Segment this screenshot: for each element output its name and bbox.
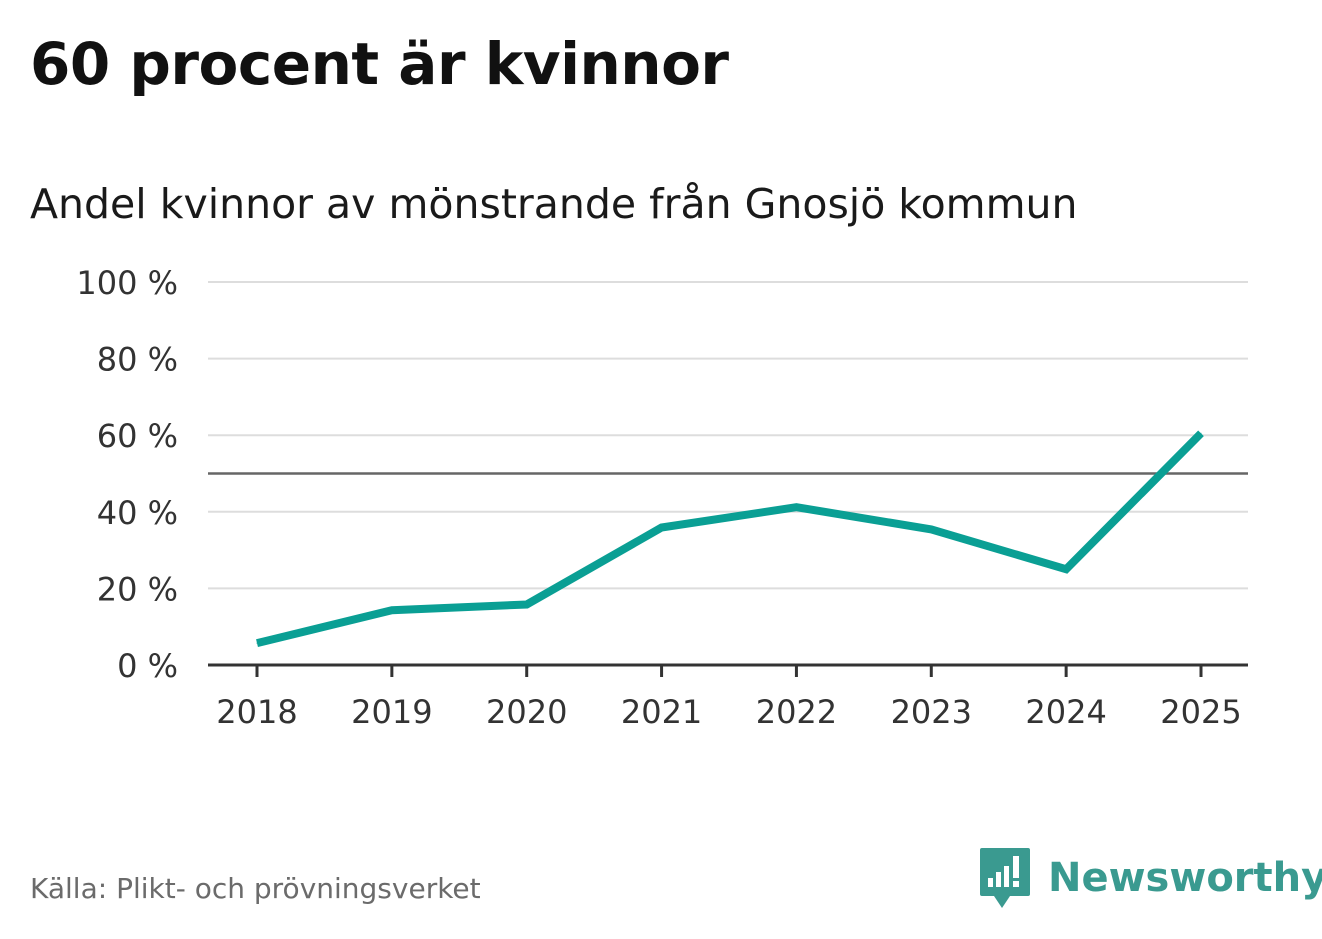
x-tick-label: 2024	[1025, 693, 1106, 731]
data-point	[930, 528, 932, 530]
x-tick-label: 2022	[756, 693, 837, 731]
data-point	[661, 527, 663, 529]
series-line	[256, 430, 1204, 648]
chart-subtitle: Andel kvinnor av mönstrande från Gnosjö …	[30, 180, 1078, 228]
y-tick-label: 60 %	[97, 417, 178, 455]
x-tick-label: 2021	[621, 693, 702, 731]
y-tick-label: 20 %	[97, 570, 178, 608]
x-tick-label: 2025	[1160, 693, 1241, 731]
brand: Newsworthy	[980, 848, 1322, 908]
newsworthy-logo-icon	[980, 848, 1030, 908]
y-tick-label: 80 %	[97, 341, 178, 379]
x-tick-label: 2023	[891, 693, 972, 731]
brand-name: Newsworthy	[1048, 855, 1322, 901]
x-tick-label: 2020	[486, 693, 567, 731]
source-note: Källa: Plikt- och prövningsverket	[30, 872, 481, 905]
data-point	[1065, 568, 1067, 570]
x-tick-label: 2019	[351, 693, 432, 731]
y-tick-label: 100 %	[76, 264, 178, 302]
x-tick-label: 2018	[216, 693, 297, 731]
data-point	[1200, 432, 1202, 434]
data-point	[256, 642, 258, 644]
chart-title: 60 procent är kvinnor	[30, 30, 729, 98]
y-tick-label: 40 %	[97, 494, 178, 532]
data-point	[526, 603, 528, 605]
data-point	[391, 609, 393, 611]
data-point	[795, 506, 797, 508]
y-tick-label: 0 %	[117, 647, 178, 685]
